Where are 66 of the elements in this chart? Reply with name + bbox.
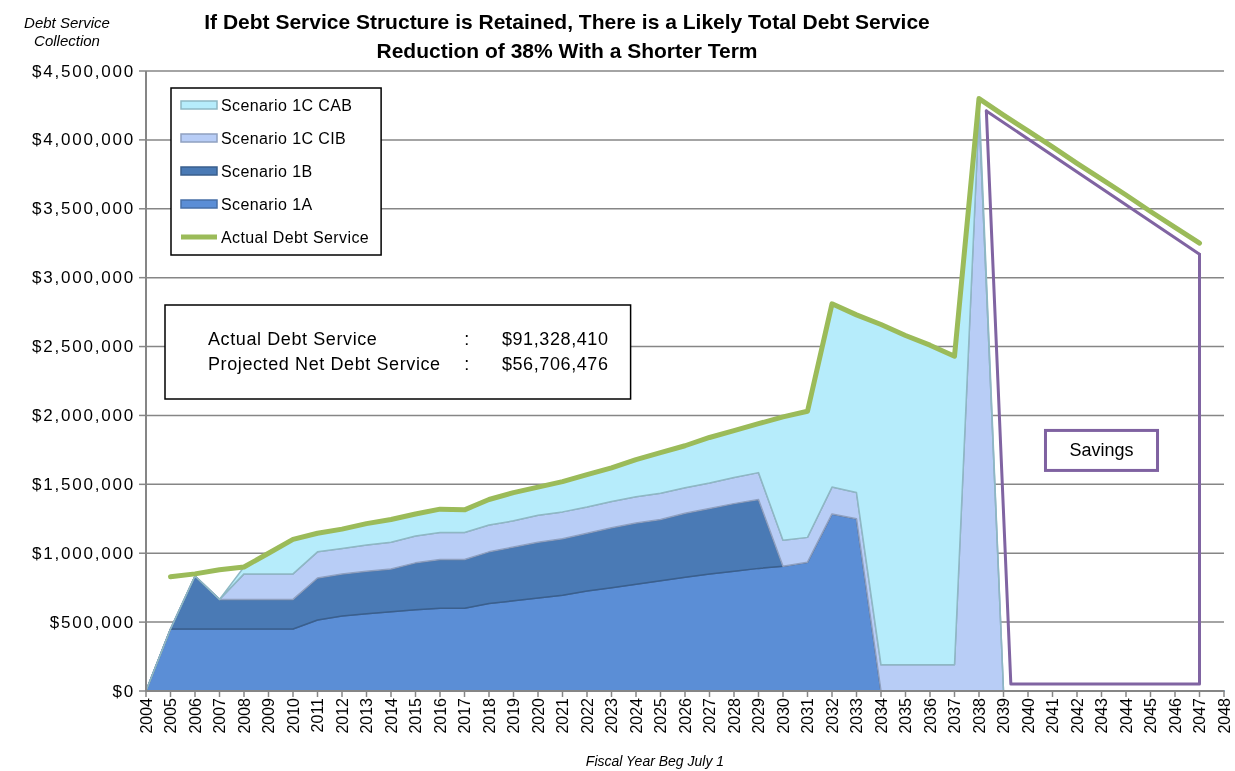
y-tick-label: $500,000 [49,612,135,632]
x-tick-label: 2048 [1215,697,1233,734]
x-tick-label: 2047 [1191,697,1208,734]
x-tick-label: 2039 [995,697,1012,734]
x-tick-label: 2042 [1068,697,1086,734]
y-tick-label: $3,000,000 [31,268,135,288]
x-tick-label: 2020 [529,697,547,734]
x-tick-label: 2034 [872,697,890,734]
legend-label: Scenario 1C CIB [221,129,347,147]
x-tick-label: 2025 [652,697,669,734]
x-tick-label: 2007 [211,697,228,734]
x-tick-label: 2038 [970,697,988,734]
legend-label: Scenario 1C CAB [221,96,353,114]
x-tick-label: 2013 [358,697,375,734]
text: Projected Net Debt Service : $56,706,476 [208,354,609,374]
x-tick-label: 2044 [1117,697,1135,734]
x-tick-label: 2029 [750,697,767,734]
x-tick-label: 2022 [578,697,596,734]
x-tick-label: 2010 [284,697,302,734]
y-tick-label: $0 [112,681,135,701]
y-tick-label: $3,500,000 [31,199,135,219]
x-axis-title: Fiscal Year Beg July 1 [585,753,725,769]
y-tick-label: $4,000,000 [31,130,135,150]
legend-label: Actual Debt Service [221,228,370,246]
x-tick-label: 2018 [480,697,498,734]
x-tick-label: 2037 [946,697,963,734]
x-tick-label: 2043 [1093,697,1110,734]
x-tick-label: 2017 [456,697,473,734]
y-tick-label: $2,000,000 [31,405,135,425]
x-tick-label: 2026 [676,697,694,734]
x-tick-label: 2046 [1166,697,1184,734]
x-tick-label: 2015 [407,697,424,734]
x-tick-label: 2023 [603,697,620,734]
annotation: Savings [1069,440,1134,461]
x-tick-label: 2016 [431,697,449,734]
legend-label: Scenario 1A [221,195,313,213]
x-tick-label: 2030 [774,697,792,734]
x-tick-label: 2005 [162,697,179,734]
x-tick-label: 2028 [725,697,743,734]
y-tick-label: $1,500,000 [31,474,135,494]
x-tick-label: 2011 [309,697,326,733]
y-axis-title: Debt Service Collection [24,14,110,49]
x-tick-label: 2027 [701,697,718,734]
x-tick-label: 2045 [1142,697,1159,734]
y-tick-label: $2,500,000 [31,337,135,357]
chart-title: If Debt Service Structure is Retained, There is a Likely Total Debt Service Reduction of 38% With a Shorter Term [204,10,930,62]
x-tick-label: 2032 [823,697,841,734]
x-tick-label: 2033 [848,697,865,734]
x-tick-label: 2014 [382,697,400,734]
y-tick-label: $1,000,000 [31,543,135,563]
x-tick-label: 2008 [235,697,253,734]
x-tick-label: 2012 [333,697,351,734]
x-tick-label: 2019 [505,697,522,734]
x-tick-label: 2036 [921,697,939,734]
x-tick-label: 2024 [627,697,645,734]
x-tick-label: 2021 [554,697,571,734]
legend-label: Scenario 1B [221,162,313,180]
x-tick-label: 2040 [1019,697,1037,734]
x-tick-label: 2031 [799,697,816,734]
x-tick-label: 2035 [897,697,914,734]
x-tick-label: 2006 [186,697,204,734]
y-tick-label: $4,500,000 [31,61,135,81]
text: Actual Debt Service : $91,328,410 [208,329,609,349]
x-tick-label: 2004 [137,697,155,734]
x-tick-label: 2041 [1044,697,1061,734]
x-tick-label: 2009 [260,697,277,734]
